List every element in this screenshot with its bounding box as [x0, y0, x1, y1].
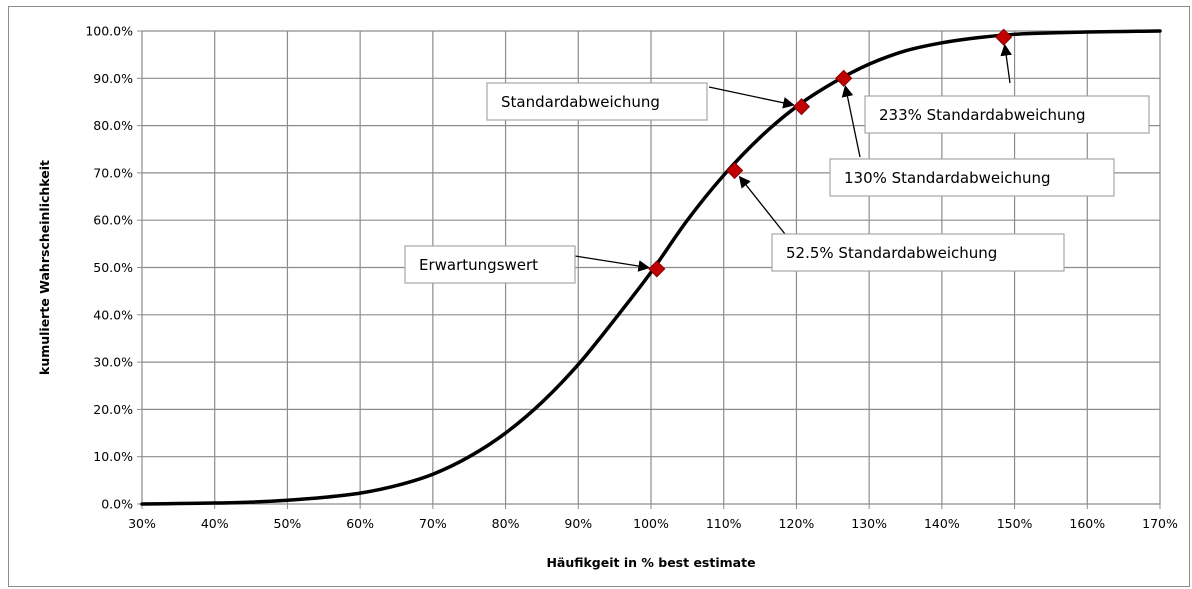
data-marker	[792, 98, 811, 116]
annotation-arrow	[841, 84, 861, 158]
y-axis-title: kumulierte Wahrscheinlichkeit	[37, 160, 52, 375]
x-tick-label: 110%	[706, 516, 742, 531]
annotation-arrow	[738, 175, 786, 235]
x-tick-label: 80%	[492, 516, 520, 531]
x-tick-label: 50%	[274, 516, 302, 531]
x-tick-label: 90%	[564, 516, 592, 531]
y-tick-label: 80.0%	[93, 118, 133, 133]
y-tick-label: 90.0%	[93, 71, 133, 86]
annotation-arrows	[574, 43, 1012, 272]
y-tick-label: 20.0%	[93, 402, 133, 417]
x-tick-label: 130%	[851, 516, 887, 531]
data-marker	[648, 260, 666, 278]
cdf-line	[140, 29, 1162, 506]
annotation-arrow	[574, 255, 651, 272]
x-tick-label: 100%	[633, 516, 669, 531]
chart-frame: 0.0% 10.0% 20.0% 30.0% 40.0% 50.0% 60.0% 70.0% 8…	[8, 6, 1190, 587]
x-tick-label: 60%	[346, 516, 374, 531]
annotation-label: Standardabweichung	[501, 93, 660, 111]
x-axis-ticks: 30% 40% 50% 60% 70% 80% 90% 100% 110% 120% 130% 140…	[128, 516, 1178, 531]
annotation-box	[771, 233, 1065, 272]
annotation-label: 233% Standardabweichung	[879, 106, 1086, 124]
cumulative-probability-chart: 0.0% 10.0% 20.0% 30.0% 40.0% 50.0% 60.0% 70.0% 8…	[37, 24, 1178, 571]
x-tick-label: 40%	[201, 516, 229, 531]
x-tick-label: 120%	[779, 516, 815, 531]
y-axis-ticks: 0.0% 10.0% 20.0% 30.0% 40.0% 50.0% 60.0% 70.0% 8…	[85, 24, 133, 512]
grid	[137, 30, 1161, 509]
x-axis-title: Häufikgeit in % best estimate	[546, 555, 755, 570]
x-tick-label: 30%	[128, 516, 156, 531]
x-tick-label: 70%	[419, 516, 447, 531]
annotation-layer: Erwartungswert 52.5% Standardabweichung St…	[404, 82, 1150, 284]
y-tick-label: 0.0%	[101, 497, 133, 512]
annotation-arrow	[708, 86, 795, 109]
data-marker	[995, 28, 1013, 46]
annotation-box	[404, 245, 576, 284]
annotation-box	[486, 82, 708, 121]
annotation-box	[864, 95, 1150, 134]
y-tick-label: 30.0%	[93, 355, 133, 370]
x-tick-label: 150%	[997, 516, 1033, 531]
marker-layer	[648, 28, 1013, 278]
x-tick-label: 160%	[1069, 516, 1105, 531]
annotation-label: Erwartungswert	[419, 256, 538, 274]
y-tick-label: 60.0%	[93, 213, 133, 228]
data-marker	[726, 161, 744, 180]
x-tick-label: 140%	[924, 516, 960, 531]
x-tick-label: 170%	[1142, 516, 1178, 531]
annotation-box	[829, 158, 1115, 197]
data-marker	[835, 69, 853, 87]
annotation-arrow	[1000, 43, 1012, 84]
annotation-label: 52.5% Standardabweichung	[786, 244, 997, 262]
curve-layer	[140, 29, 1162, 506]
y-tick-label: 10.0%	[93, 449, 133, 464]
y-tick-label: 40.0%	[93, 307, 133, 322]
y-tick-label: 100.0%	[85, 24, 133, 39]
y-tick-label: 50.0%	[93, 260, 133, 275]
y-tick-label: 70.0%	[93, 165, 133, 180]
annotation-label: 130% Standardabweichung	[844, 169, 1051, 187]
